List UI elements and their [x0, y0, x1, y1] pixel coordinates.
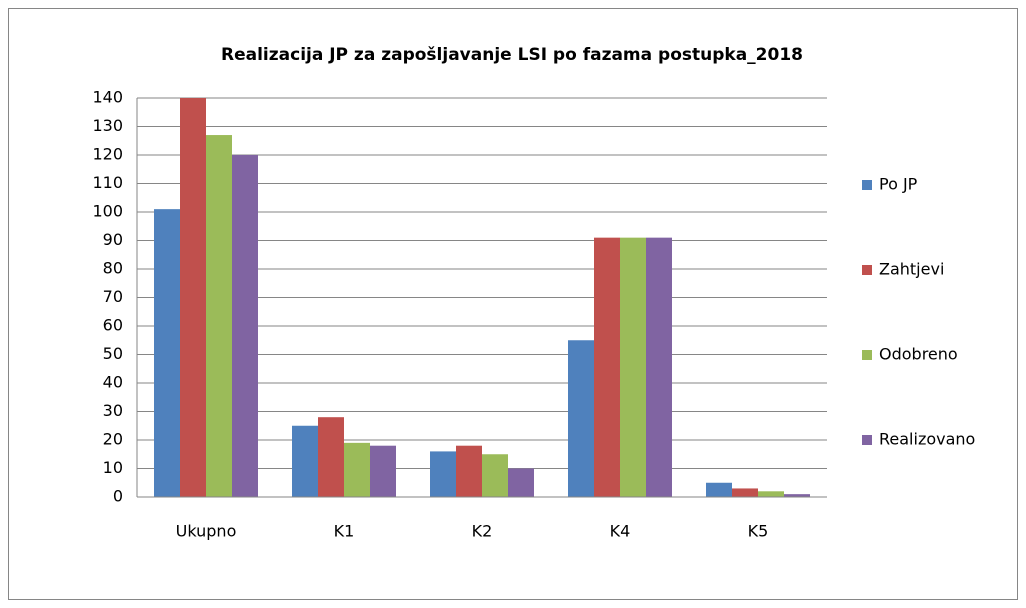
y-tick-label: 50 — [103, 344, 123, 363]
bar — [154, 209, 180, 497]
legend-swatch — [862, 265, 872, 275]
bar — [292, 425, 318, 497]
chart-title: Realizacija JP za zapošljavanje LSI po f… — [221, 45, 803, 65]
x-tick-label: K4 — [610, 522, 631, 541]
y-tick-label: 10 — [103, 458, 123, 477]
y-tick-label: 20 — [103, 430, 123, 449]
y-tick-label: 90 — [103, 230, 123, 249]
legend-label: Odobreno — [879, 345, 958, 364]
bar — [732, 488, 758, 497]
bar — [784, 494, 810, 497]
legend-swatch — [862, 350, 872, 360]
y-tick-label: 140 — [92, 88, 123, 107]
legend-label: Po JP — [879, 175, 918, 194]
x-tick-label: K5 — [748, 522, 769, 541]
bar — [594, 237, 620, 497]
y-tick-label: 80 — [103, 259, 123, 278]
x-tick-label: Ukupno — [176, 522, 237, 541]
x-tick-label: K1 — [334, 522, 355, 541]
bar — [180, 98, 206, 497]
y-tick-label: 30 — [103, 401, 123, 420]
bar — [206, 135, 232, 498]
bar — [344, 442, 370, 497]
bar — [318, 417, 344, 497]
bar — [232, 155, 258, 497]
y-tick-label: 120 — [92, 145, 123, 164]
legend-label: Zahtjevi — [879, 260, 944, 279]
bar — [456, 445, 482, 497]
y-tick-label: 70 — [103, 287, 123, 306]
bar — [620, 237, 646, 497]
y-tick-label: 60 — [103, 316, 123, 335]
legend-swatch — [862, 180, 872, 190]
y-tick-label: 110 — [92, 173, 123, 192]
bar — [646, 237, 672, 497]
legend-swatch — [862, 435, 872, 445]
y-tick-label: 0 — [113, 487, 123, 506]
bar — [568, 340, 594, 497]
bar — [482, 454, 508, 497]
legend-label: Realizovano — [879, 430, 975, 449]
bar — [758, 491, 784, 497]
y-tick-label: 100 — [92, 202, 123, 221]
bar — [706, 482, 732, 497]
bar — [508, 468, 534, 497]
bar — [430, 451, 456, 497]
x-tick-label: K2 — [472, 522, 493, 541]
y-tick-label: 40 — [103, 373, 123, 392]
bar — [370, 445, 396, 497]
y-tick-label: 130 — [92, 116, 123, 135]
